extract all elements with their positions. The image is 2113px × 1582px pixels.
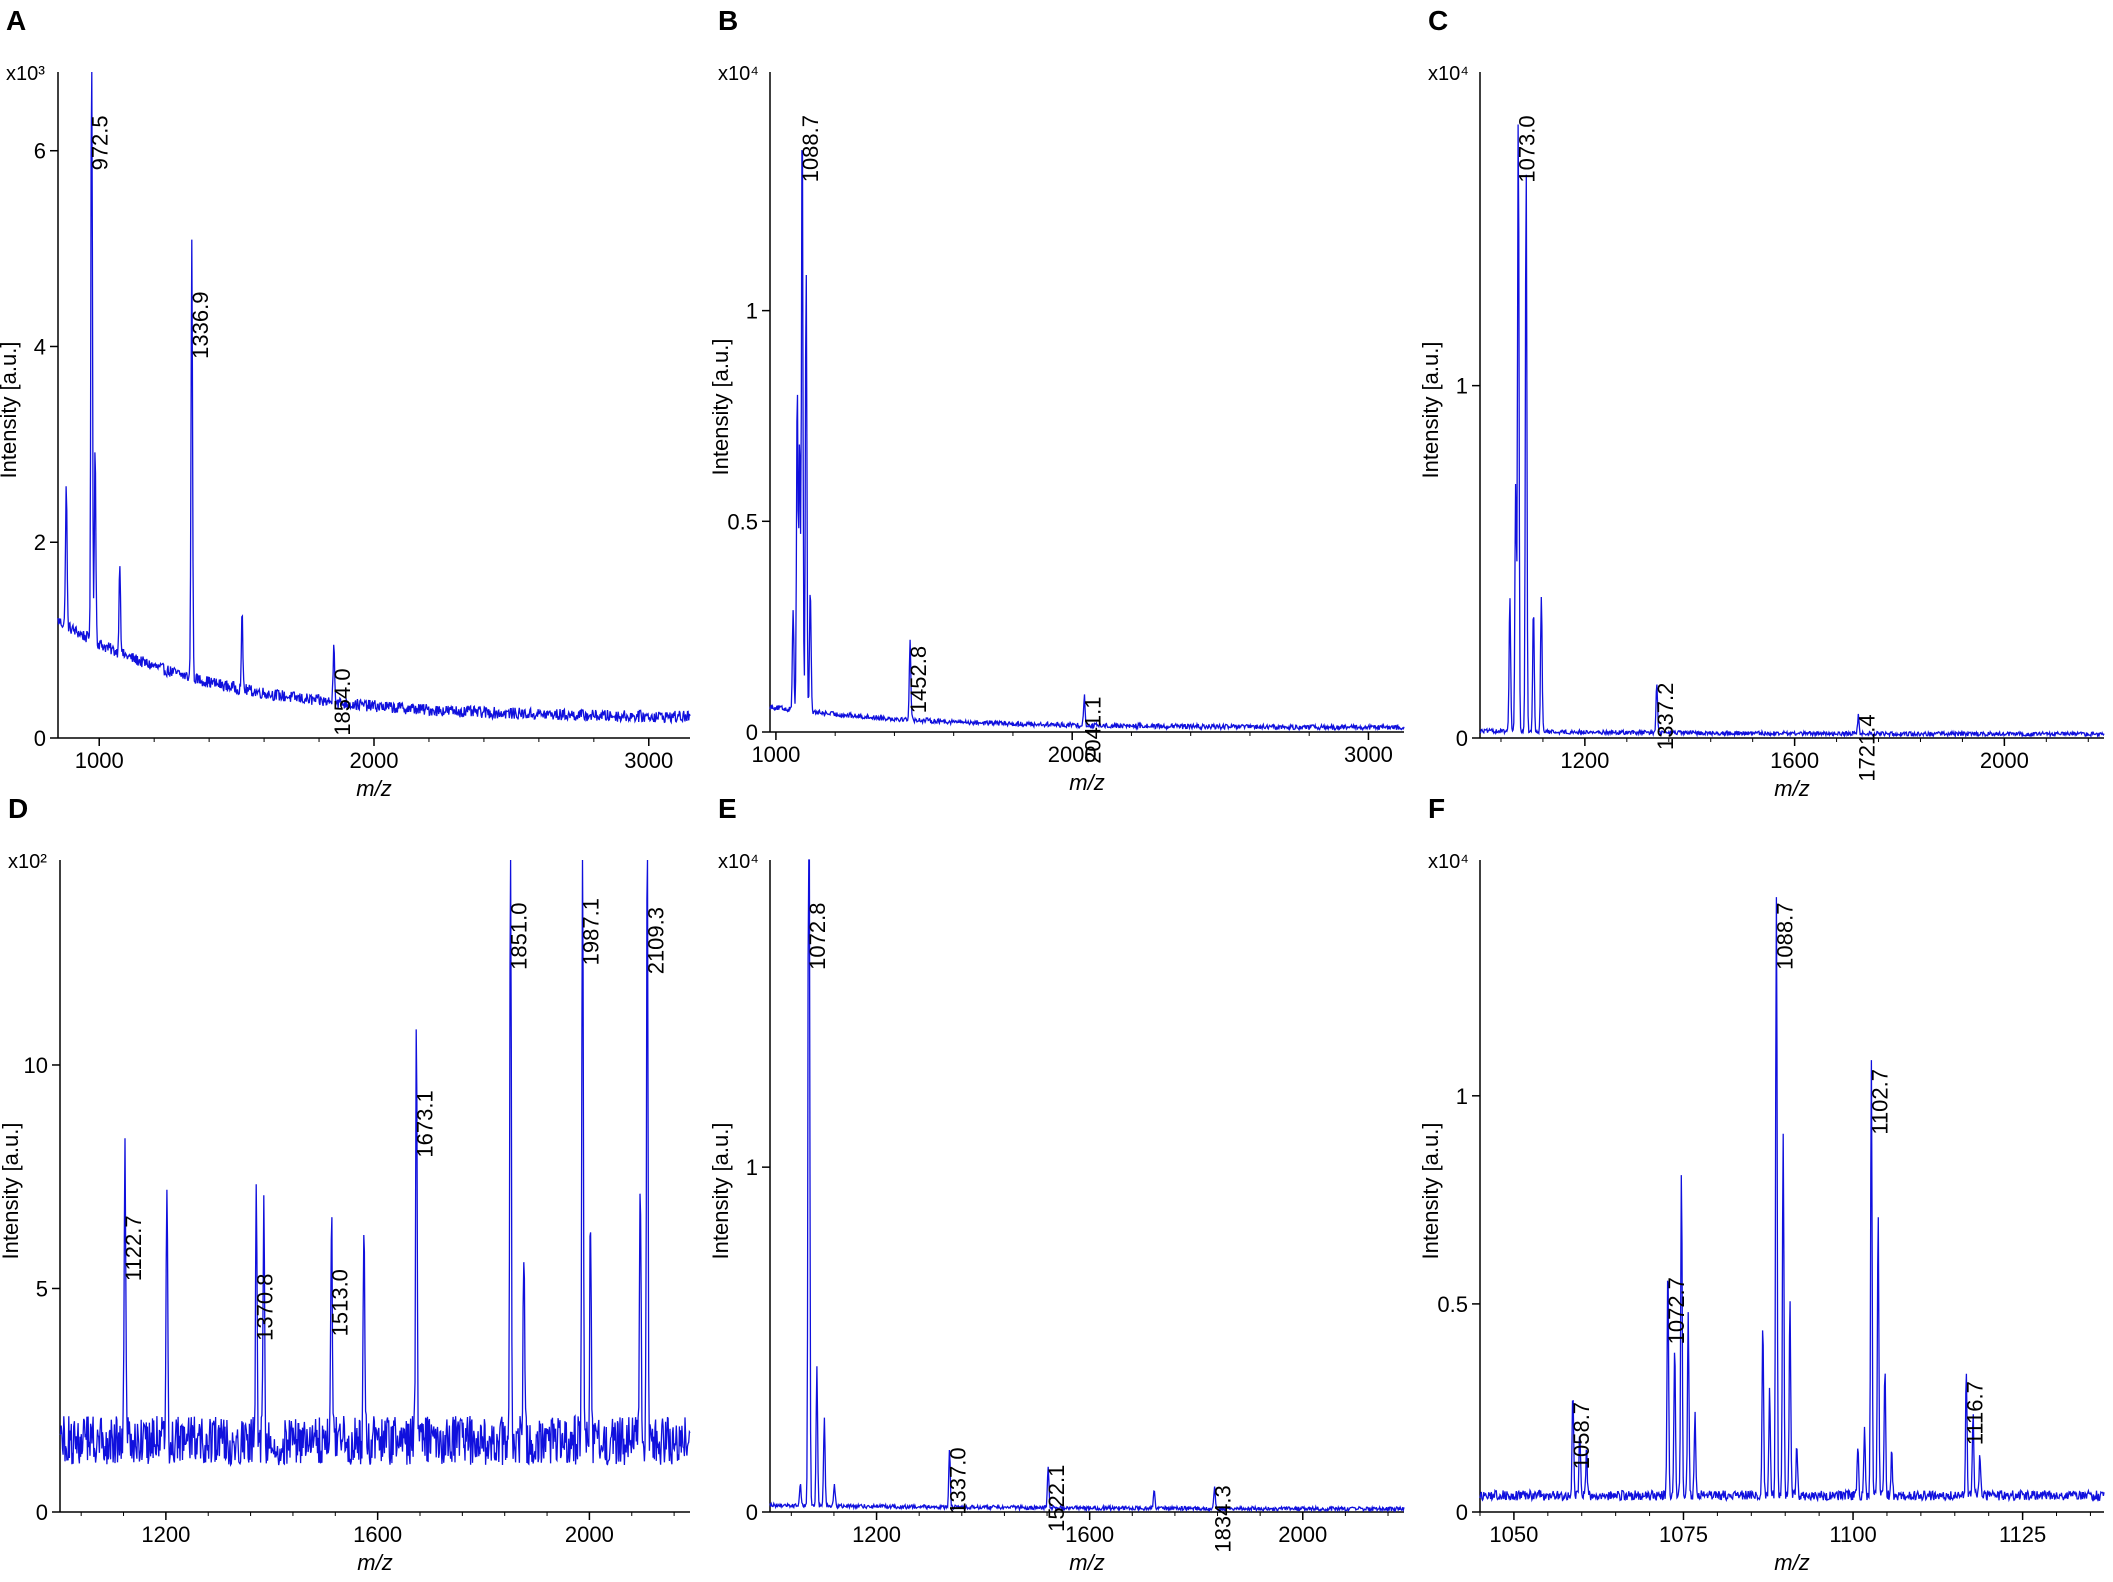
y-tick-label: 1: [1456, 1084, 1468, 1109]
peak-label: 1072.7: [1664, 1277, 1689, 1344]
peak-label: 2041.1: [1080, 697, 1105, 764]
x-tick-label: 2000: [350, 748, 399, 773]
x-axis-label: m/z: [357, 1550, 392, 1575]
peak-label: 1337.0: [946, 1447, 971, 1514]
spectrum-line: [1479, 897, 2105, 1503]
y-axis-label: Intensity [a.u.]: [0, 342, 21, 479]
y-tick-label: 1: [1456, 374, 1468, 399]
peak-label: 1337.2: [1653, 683, 1678, 750]
panel-label: D: [8, 793, 28, 824]
peak-label: 1987.1: [579, 898, 604, 965]
x-axis-label: m/z: [1069, 1550, 1104, 1575]
peak-label: 1854.0: [330, 668, 355, 735]
y-tick-label: 0: [1456, 1500, 1468, 1525]
x-tick-label: 1200: [141, 1522, 190, 1547]
panel-label: E: [718, 793, 737, 824]
peak-label: 1522.1: [1044, 1465, 1069, 1532]
y-tick-label: 0.5: [727, 509, 758, 534]
y-tick-label: 6: [34, 139, 46, 164]
peak-label: 1058.7: [1569, 1402, 1594, 1469]
x-tick-label: 3000: [624, 748, 673, 773]
x-tick-label: 1075: [1659, 1522, 1708, 1547]
peak-label: 1834.3: [1210, 1485, 1235, 1552]
x-tick-label: 1600: [1065, 1522, 1114, 1547]
y-tick-label: 10: [24, 1053, 48, 1078]
panel-label: F: [1428, 793, 1445, 824]
peak-label: 1336.9: [188, 292, 213, 359]
panel-label: B: [718, 5, 738, 36]
x-tick-label: 1050: [1489, 1522, 1538, 1547]
y-axis-label: Intensity [a.u.]: [1418, 342, 1443, 479]
y-tick-label: 0: [36, 1500, 48, 1525]
y-axis-label: Intensity [a.u.]: [708, 1123, 733, 1260]
peak-label: 1116.7: [1962, 1381, 1987, 1445]
panel-label: A: [6, 5, 26, 36]
y-tick-label: 0: [34, 726, 46, 751]
y-multiplier: x10²: [8, 851, 47, 873]
spectrum-line: [1479, 124, 2105, 739]
y-tick-label: 1: [746, 299, 758, 324]
y-multiplier: x10⁴: [718, 63, 759, 85]
y-tick-label: 2: [34, 530, 46, 555]
peak-label: 1088.7: [1772, 903, 1797, 970]
peak-label: 1072.8: [805, 903, 830, 970]
y-axis-label: Intensity [a.u.]: [0, 1123, 23, 1260]
x-tick-label: 1100: [1829, 1522, 1876, 1547]
y-tick-label: 0: [746, 720, 758, 745]
peak-label: 1073.0: [1514, 115, 1539, 182]
spectrum-line: [769, 859, 1405, 1513]
peak-label: 1513.0: [328, 1269, 353, 1336]
x-tick-label: 1200: [852, 1522, 901, 1547]
x-tick-label: 3000: [1344, 742, 1393, 767]
x-tick-label: 1000: [75, 748, 124, 773]
x-axis-label: m/z: [356, 776, 391, 801]
x-tick-label: 2000: [1980, 748, 2029, 773]
x-axis-label: m/z: [1774, 776, 1809, 801]
spectrum-line: [769, 150, 1405, 732]
peak-label: 1673.1: [412, 1090, 437, 1157]
y-axis-label: Intensity [a.u.]: [708, 339, 733, 476]
peak-label: 1452.8: [906, 646, 931, 713]
x-tick-label: 1000: [751, 742, 800, 767]
y-tick-label: 4: [34, 334, 46, 359]
y-multiplier: x10⁴: [1428, 851, 1469, 873]
x-axis-label: m/z: [1069, 770, 1104, 795]
peak-label: 1370.8: [252, 1274, 277, 1341]
x-tick-label: 2000: [1048, 742, 1097, 767]
x-tick-label: 2000: [565, 1522, 614, 1547]
peak-label: 1721.4: [1854, 714, 1879, 781]
panel-label: C: [1428, 5, 1448, 36]
y-multiplier: x10⁴: [718, 851, 759, 873]
peak-label: 1851.0: [507, 903, 532, 970]
peak-label: 972.5: [88, 115, 113, 170]
peak-label: 1122.7: [121, 1215, 146, 1281]
y-axis-label: Intensity [a.u.]: [1418, 1123, 1443, 1260]
x-tick-label: 1125: [1999, 1522, 2046, 1547]
spectrum-line: [59, 859, 691, 1467]
y-multiplier: x10⁴: [1428, 63, 1469, 85]
y-tick-label: 0: [746, 1500, 758, 1525]
y-multiplier: x10³: [6, 63, 45, 85]
y-tick-label: 0.5: [1437, 1292, 1468, 1317]
y-tick-label: 5: [36, 1276, 48, 1301]
x-axis-label: m/z: [1774, 1550, 1809, 1575]
y-tick-label: 1: [746, 1155, 758, 1180]
x-tick-label: 1600: [353, 1522, 402, 1547]
x-tick-label: 2000: [1278, 1522, 1327, 1547]
peak-label: 1102.7: [1867, 1069, 1892, 1135]
x-tick-label: 1600: [1770, 748, 1819, 773]
spectrum-line: [57, 71, 691, 725]
y-tick-label: 0: [1456, 726, 1468, 751]
peak-label: 2109.3: [643, 907, 668, 974]
peak-label: 1088.7: [798, 115, 823, 182]
x-tick-label: 1200: [1560, 748, 1609, 773]
